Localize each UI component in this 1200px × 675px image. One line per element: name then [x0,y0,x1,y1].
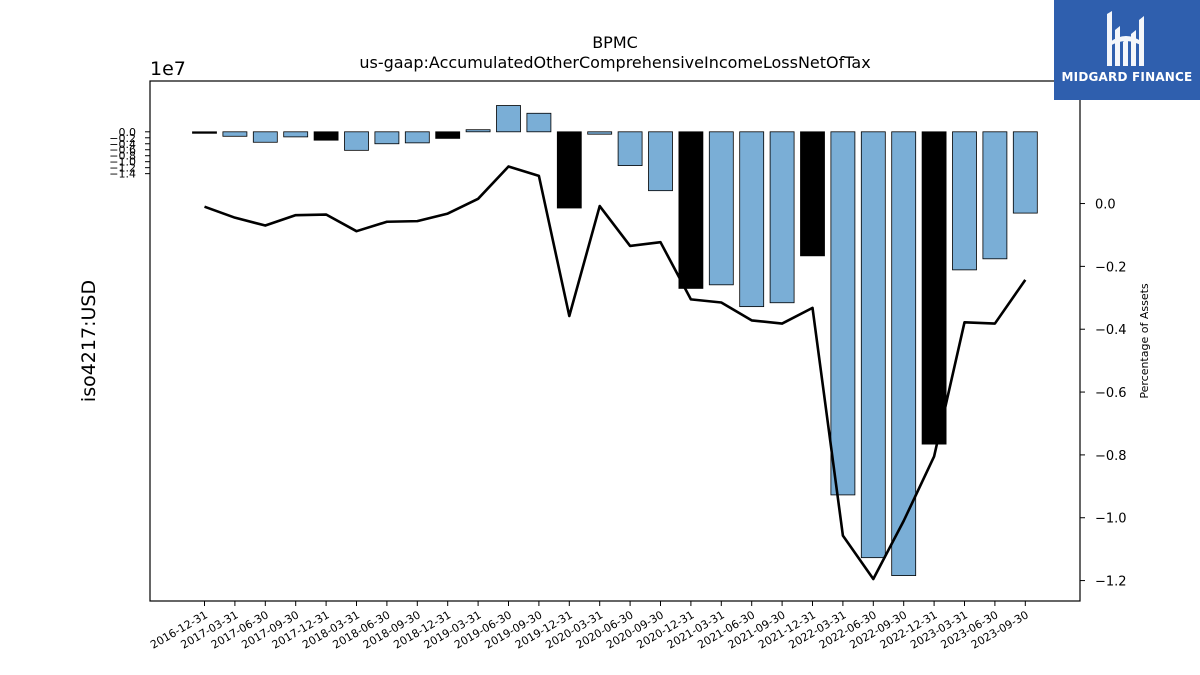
bar [982,131,1008,260]
y-tick-label: −0.2 [109,132,136,145]
y2-tick-label: −0.6 [1095,386,1127,401]
bar [496,105,521,133]
y-tick-label: −1.0 [109,156,136,169]
y2-tick-label: 0.0 [1095,198,1116,213]
bar [587,131,613,135]
bar [678,131,704,289]
bar [648,131,673,192]
bar [860,131,886,559]
y-tick-label: −1.4 [109,168,136,181]
bar [769,131,795,304]
line-series [204,165,1027,581]
bar [921,131,947,445]
y-tick-label: 0.0 [119,126,137,139]
line-series-path [204,165,1027,581]
y-tick-label: −0.6 [109,144,136,157]
y-tick-label: −0.8 [109,150,136,163]
y2-axis-label: Percentage of Assets [1138,283,1151,399]
bar [800,131,825,257]
chart-subtitle: us-gaap:AccumulatedOtherComprehensiveInc… [359,53,870,72]
y2-tick-label: −1.2 [1095,575,1127,590]
y-tick-label: −1.2 [109,162,136,175]
y2-tick-label: −1.0 [1095,512,1127,527]
y-axis-label: iso4217:USD [78,280,100,402]
bar [374,131,400,145]
bar [526,112,552,133]
bar [556,131,582,209]
bar [952,131,977,271]
bar [404,131,430,144]
bar [891,131,917,576]
logo-text: MIDGARD FINANCE [1061,70,1193,84]
y2-tick-label: −0.4 [1095,323,1127,338]
bar [708,131,734,286]
bar [192,131,217,134]
midgard-finance-logo: MIDGARD FINANCE [1054,0,1200,100]
bar [1012,131,1038,214]
bar [252,131,278,143]
logo-mark-icon [1107,11,1144,66]
bar [283,131,309,138]
bar [313,131,339,141]
y2-axis: 0.0 −0.2 −0.4 −0.6 −0.8 −1.0 −1.2 [1080,198,1127,590]
y-axis: 0.0−0.2−0.4−0.6−0.8−1.0−1.2−1.4 [109,126,150,181]
bar [435,131,461,139]
x-axis: 2016-12-312017-03-312017-06-302017-09-30… [148,601,1031,652]
plot-frame [149,80,1081,602]
bar [739,131,765,308]
bar [465,129,491,133]
y2-tick-label: −0.2 [1095,260,1127,275]
bar [222,131,248,137]
chart-title: BPMC [592,33,638,52]
y-tick-label: −0.4 [109,138,136,151]
y2-tick-label: −0.8 [1095,449,1127,464]
bar [344,131,369,151]
bar [830,131,856,496]
y-offset-label: 1e7 [150,58,186,80]
bar [617,131,643,166]
bar-series [192,105,1038,576]
